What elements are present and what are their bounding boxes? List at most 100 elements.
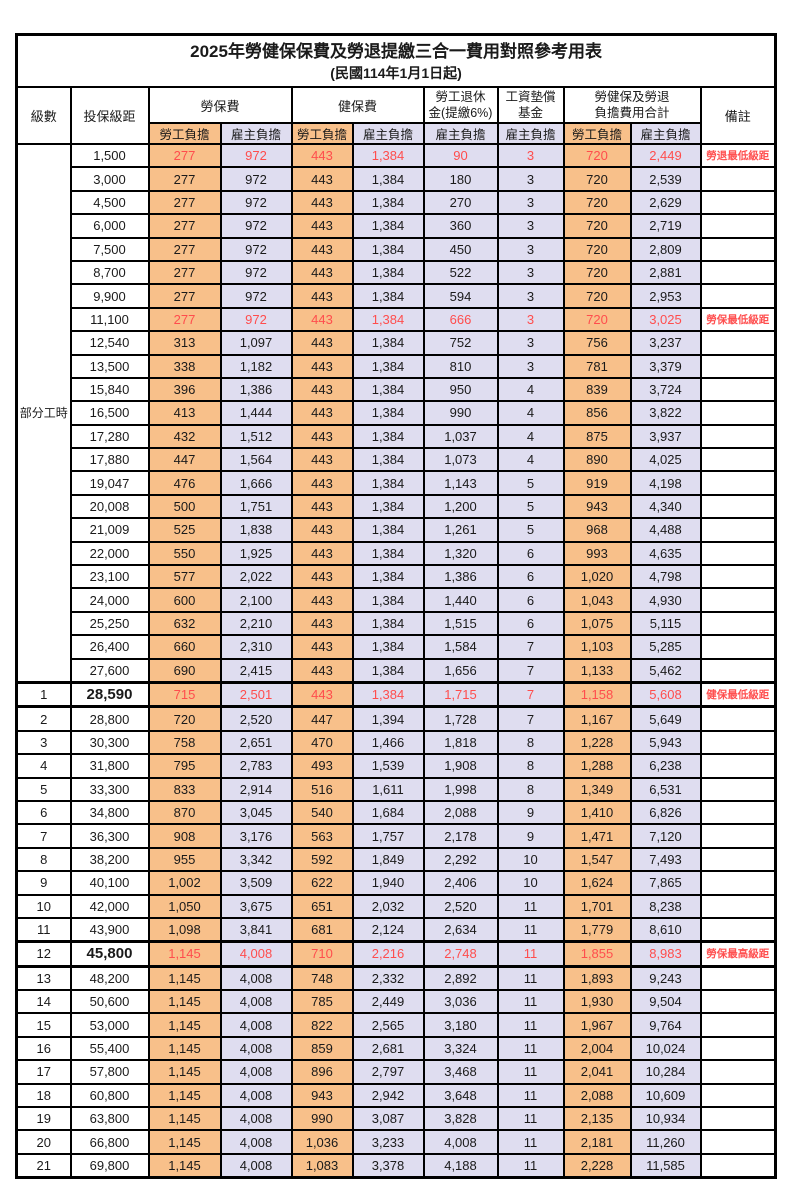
cell-total-self: 1,779 — [562, 916, 632, 943]
cell-health-employer: 1,611 — [351, 776, 425, 802]
cell-pension-employer: 594 — [422, 283, 499, 309]
cell-labor-self: 525 — [147, 517, 222, 543]
cell-level: 20 — [15, 1129, 72, 1155]
table-row: 8 38,200 955 3,342 592 1,849 2,292 10 1,547 7,493 — [15, 846, 777, 873]
cell-bracket: 1,500 — [69, 142, 150, 169]
cell-pension-employer: 1,728 — [422, 705, 499, 732]
cell-health-self: 443 — [290, 610, 354, 637]
table-row: 24,000 600 2,100 443 1,384 1,440 6 1,043 4,930 — [17, 587, 777, 613]
cell-total-self: 781 — [562, 353, 632, 379]
cell-pension-employer: 2,634 — [422, 916, 499, 943]
cell-pension-employer: 2,406 — [422, 870, 499, 896]
cell-health-self: 1,083 — [290, 1152, 354, 1179]
cell-labor-employer: 2,100 — [219, 587, 293, 613]
cell-remark — [699, 283, 777, 309]
table-row: 25,250 632 2,210 443 1,384 1,515 6 1,075 5,115 — [17, 610, 777, 637]
cell-pension-employer: 3,180 — [422, 1012, 499, 1038]
table-row: 20,008 500 1,751 443 1,384 1,200 5 943 4,340 — [17, 493, 777, 520]
cell-health-employer: 2,449 — [351, 989, 425, 1015]
cell-total-employer: 5,649 — [629, 705, 702, 732]
cell-remark — [699, 610, 777, 637]
cell-wage-fund-employer: 9 — [496, 823, 565, 849]
cell-wage-fund-employer: 11 — [496, 1129, 565, 1155]
cell-health-self: 990 — [290, 1105, 354, 1132]
cell-total-employer: 11,585 — [629, 1152, 702, 1179]
cell-bracket: 23,100 — [69, 564, 150, 590]
cell-remark — [699, 1105, 777, 1132]
table-row: 20 66,800 1,145 4,008 1,036 3,233 4,008 11 2,181… — [15, 1129, 777, 1155]
cell-health-employer: 1,384 — [351, 236, 425, 262]
cell-labor-employer: 1,751 — [219, 493, 293, 520]
cell-bracket: 28,800 — [69, 705, 150, 732]
cell-pension-employer: 1,998 — [422, 776, 499, 802]
cell-wage-fund-employer: 6 — [496, 610, 565, 637]
cell-wage-fund-employer: 10 — [496, 870, 565, 896]
cell-total-self: 943 — [562, 493, 632, 520]
cell-wage-fund-employer: 3 — [496, 236, 565, 262]
cell-level: 17 — [15, 1059, 72, 1085]
cell-bracket: 3,000 — [69, 166, 150, 192]
cell-health-employer: 1,384 — [351, 657, 425, 684]
cell-labor-self: 795 — [147, 753, 222, 779]
cell-pension-employer: 360 — [422, 213, 499, 239]
cell-health-employer: 1,384 — [351, 376, 425, 403]
cell-total-employer: 5,608 — [629, 680, 702, 709]
header-health-self-burden: 勞工負擔 — [290, 122, 354, 145]
cell-labor-self: 908 — [147, 823, 222, 849]
cell-health-self: 443 — [290, 376, 354, 403]
cell-labor-employer: 4,008 — [219, 1012, 293, 1038]
cell-health-employer: 1,466 — [351, 729, 425, 756]
cell-bracket: 13,500 — [69, 353, 150, 379]
cell-bracket: 50,600 — [69, 989, 150, 1015]
cell-remark — [699, 213, 777, 239]
cell-labor-self: 500 — [147, 493, 222, 520]
cell-wage-fund-employer: 3 — [496, 166, 565, 192]
cell-wage-fund-employer: 10 — [496, 846, 565, 873]
cell-health-employer: 1,384 — [351, 517, 425, 543]
cell-total-employer: 5,943 — [629, 729, 702, 756]
cell-labor-self: 1,145 — [147, 1129, 222, 1155]
cell-wage-fund-employer: 11 — [496, 893, 565, 919]
cell-total-employer: 5,115 — [629, 610, 702, 637]
cell-total-employer: 8,610 — [629, 916, 702, 943]
cell-remark — [699, 189, 777, 216]
cell-wage-fund-employer: 8 — [496, 729, 565, 756]
header-labor-self-burden: 勞工負擔 — [147, 122, 222, 145]
cell-pension-employer: 1,386 — [422, 564, 499, 590]
cell-total-employer: 2,539 — [629, 166, 702, 192]
header-bracket: 投保級距 — [69, 86, 150, 145]
cell-health-employer: 1,384 — [351, 680, 425, 709]
cell-total-self: 1,288 — [562, 753, 632, 779]
cell-labor-employer: 972 — [219, 236, 293, 262]
cell-health-employer: 2,797 — [351, 1059, 425, 1085]
cell-total-self: 1,349 — [562, 776, 632, 802]
cell-health-employer: 1,757 — [351, 823, 425, 849]
table-row: 11 43,900 1,098 3,841 681 2,124 2,634 11 1,779 8,… — [15, 916, 777, 943]
cell-total-employer: 3,724 — [629, 376, 702, 403]
cell-health-self: 443 — [290, 166, 354, 192]
cell-labor-employer: 4,008 — [219, 989, 293, 1015]
cell-labor-employer: 972 — [219, 189, 293, 216]
cell-bracket: 12,540 — [69, 330, 150, 356]
cell-labor-employer: 1,564 — [219, 447, 293, 473]
cell-total-employer: 7,865 — [629, 870, 702, 896]
cell-bracket: 27,600 — [69, 657, 150, 684]
cell-total-self: 919 — [562, 470, 632, 496]
cell-total-employer: 2,629 — [629, 189, 702, 216]
table-row: 13,500 338 1,182 443 1,384 810 3 781 3,379 — [17, 353, 777, 379]
cell-health-self: 710 — [290, 940, 354, 968]
cell-wage-fund-employer: 6 — [496, 540, 565, 567]
cell-wage-fund-employer: 3 — [496, 213, 565, 239]
cell-total-employer: 4,198 — [629, 470, 702, 496]
cell-labor-self: 1,145 — [147, 1105, 222, 1132]
table-row: 部分工時 1,500 277 972 443 1,384 90 3 720 2,449 勞退最低級距 — [15, 142, 777, 684]
cell-remark — [699, 470, 777, 496]
header-remark: 備註 — [699, 86, 777, 145]
header-labor-insurance: 勞保費 — [147, 86, 293, 124]
cell-labor-self: 476 — [147, 470, 222, 496]
cell-pension-employer: 3,324 — [422, 1035, 499, 1062]
cell-total-self: 720 — [562, 166, 632, 192]
cell-level: 12 — [15, 940, 72, 968]
cell-remark — [699, 540, 777, 567]
cell-bracket: 43,900 — [69, 916, 150, 943]
